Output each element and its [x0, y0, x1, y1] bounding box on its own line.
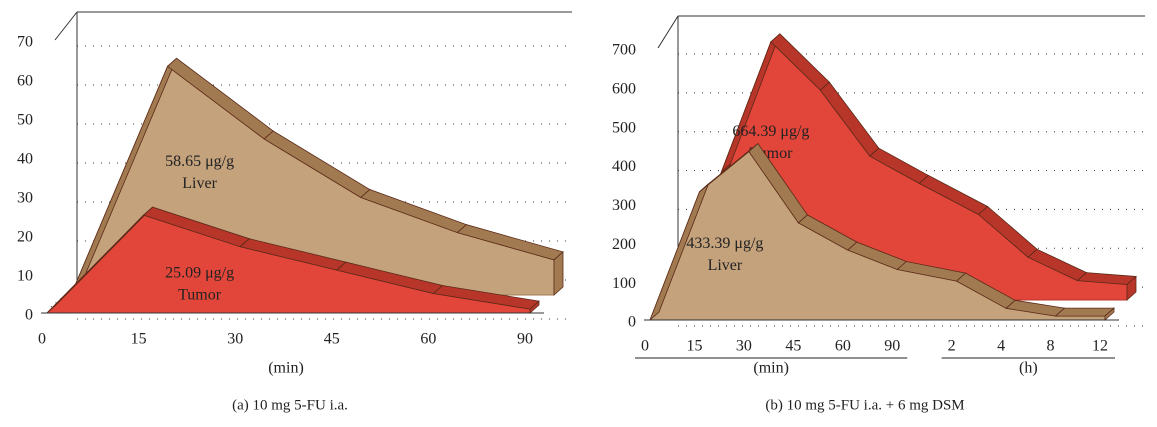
x-tick-label: 0 [641, 338, 649, 355]
value-label: 25.09 μg/g [165, 265, 234, 282]
x-tick-label: 15 [131, 331, 147, 348]
ribbon-cap [1126, 275, 1137, 301]
x-tick-label: 45 [324, 331, 340, 348]
y-tick-label: 50 [17, 112, 33, 129]
y-tick-label: 400 [612, 158, 636, 175]
y-tick-label: 30 [17, 190, 33, 207]
series-name: Liver [182, 175, 217, 192]
x-tick-label: 60 [835, 338, 851, 355]
wall-edge [54, 11, 78, 41]
y-tick-label: 200 [612, 236, 636, 253]
x-tick-label: 4 [997, 338, 1005, 355]
x-tick-label: 30 [227, 331, 243, 348]
x-tick-label: 0 [38, 331, 46, 348]
x-tick-label: 90 [884, 338, 900, 355]
y-tick-label: 300 [612, 197, 636, 214]
x-axis-label: (min) [753, 360, 789, 377]
x-tick-label: 8 [1047, 338, 1055, 355]
ribbon-cap [553, 251, 564, 296]
x-tick-label: 60 [420, 331, 436, 348]
value-label: 664.39 μg/g [732, 123, 809, 140]
caption: (b) 10 mg 5-FU i.a. + 6 mg DSM [765, 397, 964, 413]
wall-edge [657, 15, 679, 49]
series-name: Tumor [178, 287, 222, 304]
ribbon-cap [529, 300, 540, 314]
x-tick-label: 45 [785, 338, 801, 355]
y-tick-label: 500 [612, 119, 636, 136]
y-tick-label: 40 [17, 151, 33, 168]
y-tick-label: 0 [25, 307, 33, 324]
x-tick-label: 2 [948, 338, 956, 355]
y-tick-label: 0 [628, 314, 636, 331]
caption: (a) 10 mg 5-FU i.a. [232, 397, 348, 413]
y-tick-label: 600 [612, 81, 636, 98]
series-name: Liver [708, 257, 743, 274]
y-tick-label: 700 [612, 42, 636, 59]
y-tick-label: 20 [17, 229, 33, 246]
x-tick-label: 15 [686, 338, 702, 355]
x-tick-label: 90 [517, 331, 533, 348]
x-axis-label: (h) [1019, 360, 1038, 377]
ribbon-cap [1104, 307, 1115, 321]
x-axis-label: (min) [268, 360, 304, 377]
value-label: 433.39 μg/g [686, 235, 763, 252]
y-tick-label: 10 [17, 268, 33, 285]
x-tick-label: 30 [736, 338, 752, 355]
value-label: 58.65 μg/g [165, 153, 234, 170]
x-tick-label: 12 [1092, 338, 1108, 355]
ribbon [1054, 307, 1116, 317]
y-tick-label: 60 [17, 73, 33, 90]
y-tick-label: 100 [612, 275, 636, 292]
y-tick-label: 70 [17, 34, 33, 51]
